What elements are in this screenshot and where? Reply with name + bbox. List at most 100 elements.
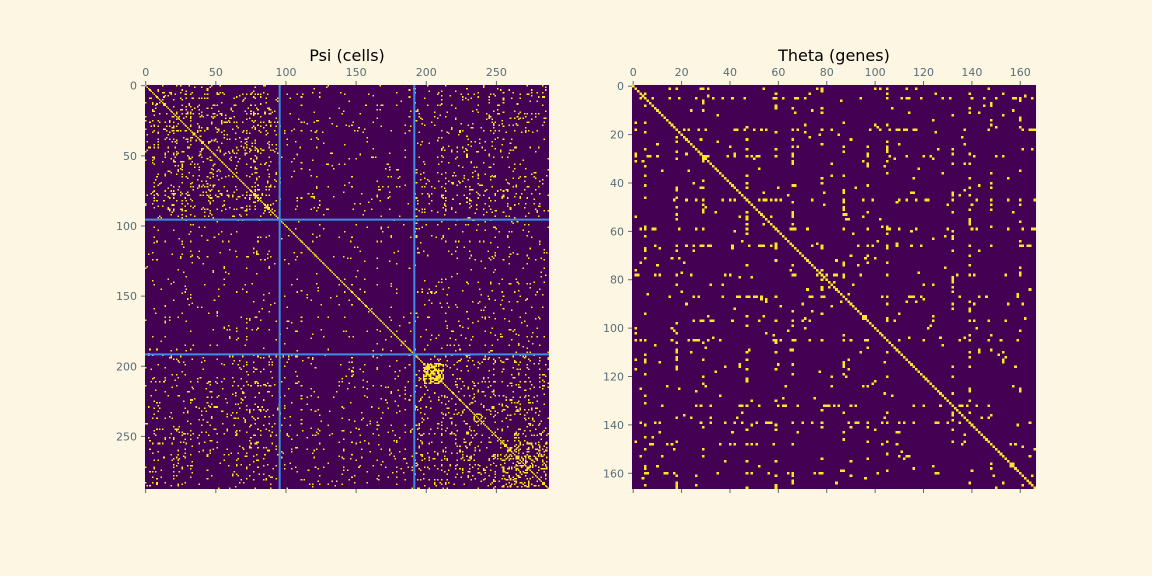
theta-cell <box>915 128 918 132</box>
psi-cell <box>317 467 320 470</box>
psi-cell <box>332 256 335 258</box>
theta-cell <box>910 191 913 195</box>
psi-cell <box>355 442 357 445</box>
psi-cell <box>411 428 414 431</box>
psi-cell <box>530 236 533 239</box>
psi-cell <box>415 235 418 237</box>
psi-cell <box>153 407 155 410</box>
psi-cell <box>276 152 279 154</box>
psi-cell <box>254 104 256 107</box>
psi-cell <box>264 111 266 114</box>
psi-cell <box>530 407 533 410</box>
theta-cell <box>786 329 790 332</box>
psi-cell <box>544 89 547 91</box>
psi-cell <box>459 324 461 327</box>
psi-cell <box>366 136 369 139</box>
psi-cell <box>544 467 547 470</box>
psi-cell <box>164 437 167 439</box>
psi-cell <box>161 92 164 94</box>
psi-cell <box>264 163 266 166</box>
psi-cell <box>296 278 299 281</box>
psi-cell <box>520 481 523 484</box>
psi-cell <box>189 402 192 404</box>
psi-cell <box>435 368 437 370</box>
psi-cell <box>438 375 440 377</box>
psi-cell <box>216 312 219 314</box>
psi-cell <box>380 228 383 230</box>
psi-cell <box>261 201 263 203</box>
psi-cell <box>241 207 244 209</box>
psi-cell <box>191 399 193 401</box>
psi-cell <box>196 122 199 125</box>
psi-cell <box>431 372 433 375</box>
psi-cell <box>361 411 363 414</box>
theta-cell <box>883 360 887 364</box>
psi-cell <box>317 138 320 140</box>
theta-cell <box>658 247 662 250</box>
theta-cell <box>990 186 993 190</box>
psi-cell <box>476 416 478 418</box>
psi-cell <box>543 393 545 396</box>
psi-cell <box>244 209 247 212</box>
psi-cell <box>177 428 179 431</box>
psi-cell <box>241 392 244 394</box>
psi-cell <box>348 418 350 421</box>
psi-cell <box>541 294 544 296</box>
psi-cell <box>180 257 182 260</box>
psi-cell <box>508 282 510 285</box>
psi-cell <box>255 253 258 255</box>
psi-cell <box>206 176 209 178</box>
theta-cell <box>769 244 773 248</box>
psi-cell <box>192 97 195 100</box>
psi-cell <box>246 431 248 434</box>
theta-cell <box>702 109 705 112</box>
psi-cell <box>497 136 499 139</box>
psi-cell <box>216 131 219 133</box>
psi-cell <box>419 434 422 436</box>
psi-cell <box>208 142 210 145</box>
psi-cell <box>185 200 188 202</box>
theta-cell <box>832 404 836 407</box>
psi-cell <box>203 215 206 218</box>
theta-cell <box>728 198 732 202</box>
psi-cell <box>513 163 516 166</box>
psi-cell <box>265 186 268 188</box>
psi-cell <box>238 178 241 181</box>
psi-cell <box>518 364 520 366</box>
psi-cell <box>421 118 423 121</box>
psi-cell <box>223 459 226 462</box>
psi-cell <box>366 141 369 143</box>
psi-cell <box>494 473 496 476</box>
psi-cell <box>453 364 456 366</box>
theta-cell <box>709 421 712 424</box>
theta-cell <box>726 155 729 158</box>
psi-cell <box>188 85 191 87</box>
psi-cell <box>156 240 158 243</box>
psi-cell <box>502 474 505 477</box>
psi-cell <box>248 150 251 153</box>
psi-cell <box>492 487 495 490</box>
psi-cell <box>415 222 418 225</box>
psi-cell <box>255 251 258 254</box>
theta-cell <box>709 416 712 419</box>
theta-cell <box>1023 94 1027 98</box>
psi-cell <box>274 186 276 188</box>
psi-cell <box>419 469 422 471</box>
psi-cell <box>425 366 428 369</box>
theta-cell <box>900 97 904 100</box>
psi-cell <box>508 301 510 303</box>
psi-cell <box>260 163 262 166</box>
psi-cell <box>518 289 520 292</box>
psi-cell <box>469 463 471 466</box>
psi-cell <box>515 467 517 470</box>
theta-cell <box>968 300 971 303</box>
psi-cell <box>474 170 477 173</box>
psi-cell <box>417 110 419 112</box>
psi-cell <box>253 114 255 117</box>
psi-cell <box>484 267 487 269</box>
psi-cell <box>501 459 503 462</box>
theta-cell <box>907 97 911 100</box>
psi-cell <box>469 403 471 405</box>
psi-cell <box>470 456 472 459</box>
psi-cell <box>433 372 436 375</box>
